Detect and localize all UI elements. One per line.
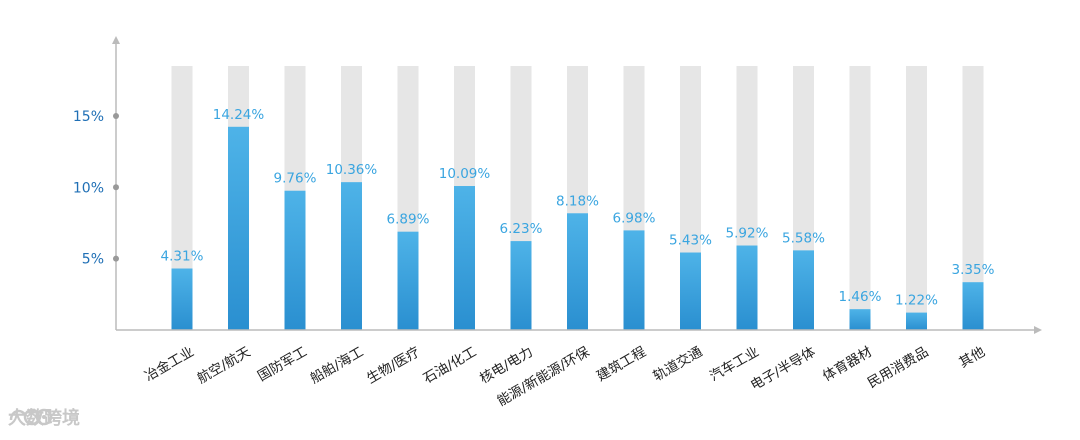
watermark: 大数跨境 bbox=[8, 404, 80, 430]
data-label: 10.09% bbox=[439, 166, 491, 182]
bars bbox=[171, 126, 984, 330]
bar bbox=[567, 213, 588, 330]
data-label: 8.18% bbox=[556, 193, 599, 209]
bar bbox=[680, 252, 701, 330]
background-bar bbox=[962, 66, 984, 330]
data-label: 5.92% bbox=[726, 226, 769, 242]
bar bbox=[397, 231, 419, 330]
background-bar bbox=[171, 66, 193, 330]
bar bbox=[962, 282, 984, 330]
bar bbox=[623, 230, 645, 330]
axes bbox=[112, 36, 1042, 334]
data-label: 1.22% bbox=[895, 293, 938, 309]
y-axis-arrow bbox=[112, 36, 120, 44]
category-label: 石油/化工 bbox=[421, 344, 480, 387]
bar bbox=[849, 309, 871, 330]
data-label: 6.98% bbox=[613, 210, 656, 226]
category-label: 其他 bbox=[956, 344, 987, 371]
y-tick-label: 10% bbox=[73, 180, 104, 196]
x-axis-arrow bbox=[1034, 326, 1042, 334]
eye-logo-icon bbox=[9, 408, 53, 426]
bar bbox=[341, 182, 362, 330]
bar bbox=[906, 312, 927, 330]
category-label: 航空/航天 bbox=[195, 344, 254, 387]
data-label: 6.89% bbox=[387, 212, 430, 228]
data-label: 5.43% bbox=[669, 233, 712, 249]
bar bbox=[284, 190, 306, 330]
category-label: 民用消费品 bbox=[865, 344, 931, 392]
bar bbox=[454, 186, 475, 330]
background-bar bbox=[906, 66, 927, 330]
data-label: 1.46% bbox=[839, 289, 882, 305]
category-label: 冶金工业 bbox=[142, 344, 197, 385]
background-bar bbox=[849, 66, 871, 330]
category-label: 船舶/海工 bbox=[308, 344, 367, 387]
bar bbox=[736, 245, 758, 330]
data-label: 9.76% bbox=[274, 171, 317, 187]
bar bbox=[510, 241, 532, 330]
bar bbox=[228, 126, 249, 330]
y-tick-mark bbox=[113, 184, 119, 191]
category-label: 电子/半导体 bbox=[748, 344, 819, 394]
data-label: 4.31% bbox=[161, 248, 204, 264]
category-label: 国防军工 bbox=[255, 344, 310, 385]
data-label: 14.24% bbox=[213, 107, 265, 123]
data-label: 3.35% bbox=[952, 262, 995, 278]
y-tick-label: 15% bbox=[73, 109, 104, 125]
bar bbox=[793, 250, 814, 330]
data-label: 6.23% bbox=[500, 221, 543, 237]
y-tick-mark bbox=[113, 112, 119, 119]
bar bbox=[171, 268, 193, 330]
y-tick-mark bbox=[113, 255, 119, 262]
category-label: 轨道交通 bbox=[650, 343, 706, 385]
category-label: 建筑工程 bbox=[594, 344, 649, 385]
category-label: 生物/医疗 bbox=[364, 344, 423, 387]
data-label: 5.58% bbox=[782, 230, 825, 246]
data-label: 10.36% bbox=[326, 162, 378, 178]
y-tick-label: 5% bbox=[82, 252, 104, 268]
